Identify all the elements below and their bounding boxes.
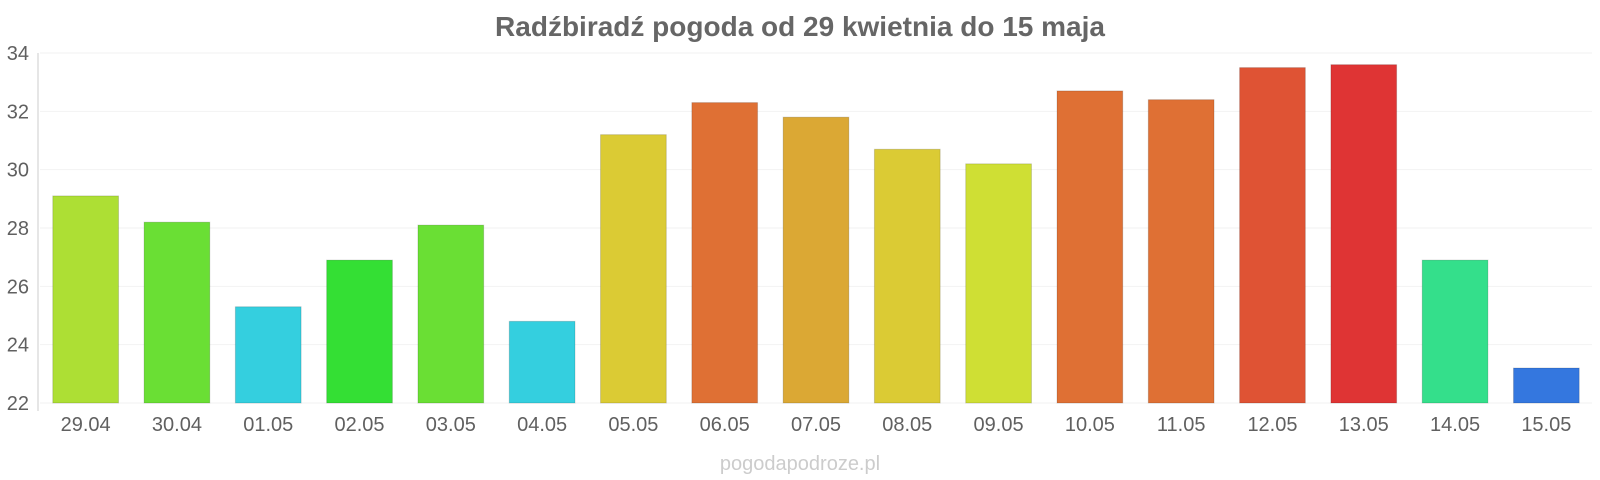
bar-04.05 (508, 320, 576, 404)
bar-14.05 (1421, 259, 1489, 404)
bar-01.05 (234, 306, 302, 404)
chart-title: Radźbiradź pogoda od 29 kwietnia do 15 m… (495, 11, 1105, 42)
x-tick-label: 14.05 (1430, 414, 1480, 436)
bar-06.05 (691, 102, 759, 404)
x-tick-label: 30.04 (152, 414, 202, 436)
y-axis-tick-labels: 22 24 26 28 30 32 34 (7, 43, 29, 415)
x-tick-label: 02.05 (334, 414, 384, 436)
x-tick-label: 07.05 (791, 414, 841, 436)
y-tick-label: 26 (7, 276, 29, 298)
x-tick-label: 11.05 (1157, 414, 1206, 436)
x-tick-label: 15.05 (1521, 414, 1571, 436)
x-tick-label: 09.05 (974, 414, 1024, 436)
x-tick-label: 13.05 (1339, 414, 1389, 436)
x-tick-label: 10.05 (1065, 414, 1115, 436)
bar-11.05 (1147, 99, 1215, 404)
x-tick-label: 29.04 (61, 414, 111, 436)
bar-12.05 (1239, 67, 1306, 404)
y-tick-label: 22 (7, 393, 29, 415)
bar-13.05 (1330, 64, 1398, 404)
x-tick-label: 03.05 (426, 414, 476, 436)
y-tick-label: 34 (7, 43, 29, 65)
x-tick-label: 04.05 (517, 414, 567, 436)
y-tick-label: 30 (7, 160, 29, 182)
bar-29.04 (52, 195, 120, 404)
bar-10.05 (1056, 90, 1124, 404)
x-tick-label: 06.05 (700, 414, 750, 436)
bar-09.05 (965, 163, 1032, 404)
bar-07.05 (782, 116, 850, 404)
x-tick-label: 12.05 (1247, 414, 1297, 436)
y-tick-label: 24 (7, 335, 29, 357)
x-axis-tick-labels: 29.04 30.04 01.05 02.05 03.05 04.05 05.05 06.05… (61, 414, 1572, 436)
bar-08.05 (873, 148, 941, 404)
y-tick-label: 28 (7, 218, 29, 240)
bar-03.05 (417, 224, 485, 404)
bars (52, 64, 1580, 404)
x-tick-label: 08.05 (882, 414, 932, 436)
y-tick-label: 32 (7, 101, 29, 123)
bar-02.05 (326, 259, 393, 404)
watermark: pogodapodroze.pl (720, 453, 880, 475)
x-tick-label: 05.05 (608, 414, 658, 436)
bar-30.04 (143, 221, 211, 404)
bar-15.05 (1512, 367, 1580, 404)
x-tick-label: 01.05 (243, 414, 293, 436)
bar-05.05 (600, 134, 667, 404)
